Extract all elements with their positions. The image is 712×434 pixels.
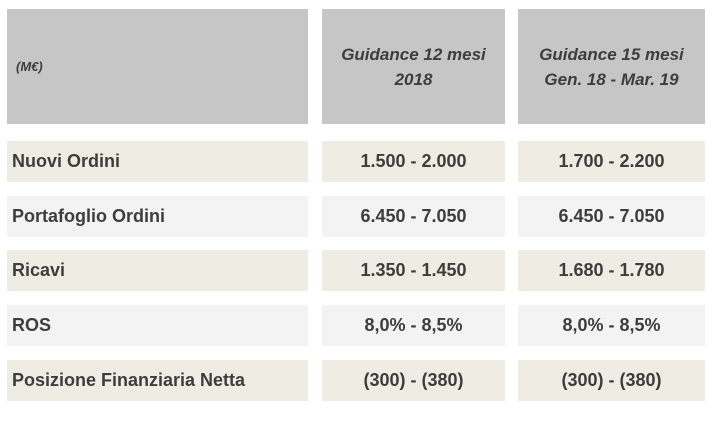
row-label-nuovi-ordini: Nuovi Ordini [7,141,308,182]
row-value-portafoglio-ordini-12m: 6.450 - 7.050 [322,196,505,237]
row-value-ricavi-12m: 1.350 - 1.450 [322,250,505,291]
row-value-nuovi-ordini-15m: 1.700 - 2.200 [518,141,705,182]
row-label-posizione-finanziaria-netta: Posizione Finanziaria Netta [7,360,308,401]
row-value-portafoglio-ordini-15m: 6.450 - 7.050 [518,196,705,237]
header-col1-line1: Guidance 12 mesi [341,44,486,64]
header-guidance-15-months: Guidance 15 mesi Gen. 18 - Mar. 19 [518,9,705,124]
row-label-ricavi: Ricavi [7,250,308,291]
row-value-ricavi-15m: 1.680 - 1.780 [518,250,705,291]
row-label-portafoglio-ordini: Portafoglio Ordini [7,196,308,237]
header-unit-cell: (M€) [7,9,308,124]
row-value-pfn-12m: (300) - (380) [322,360,505,401]
row-value-nuovi-ordini-12m: 1.500 - 2.000 [322,141,505,182]
row-label-ros: ROS [7,305,308,346]
header-guidance-12-months: Guidance 12 mesi 2018 [322,9,505,124]
header-col1-line2: 2018 [394,69,433,89]
row-value-pfn-15m: (300) - (380) [518,360,705,401]
row-value-ros-15m: 8,0% - 8,5% [518,305,705,346]
unit-label: (M€) [16,59,43,74]
header-col2-line2: Gen. 18 - Mar. 19 [544,69,679,89]
header-col2-line1: Guidance 15 mesi [539,44,684,64]
row-value-ros-12m: 8,0% - 8,5% [322,305,505,346]
